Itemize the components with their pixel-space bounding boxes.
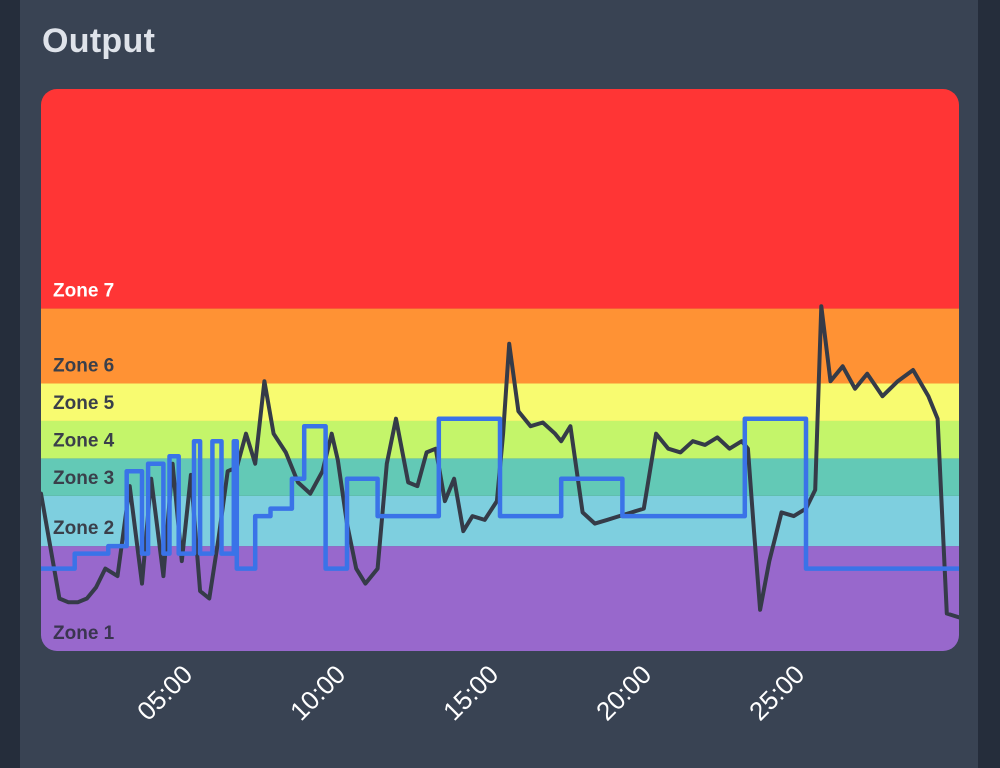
zone-7-band (41, 89, 959, 309)
zone-5-band (41, 383, 959, 421)
zone-4-label: Zone 4 (53, 430, 115, 451)
zone-6-band (41, 308, 959, 384)
raw-output-line (41, 304, 959, 620)
zone-1-band (41, 546, 959, 651)
zone-1-label: Zone 1 (53, 623, 115, 644)
x-tick-label: 20:00 (590, 659, 657, 726)
zone-5-label: Zone 5 (53, 393, 115, 414)
x-tick-label: 25:00 (743, 659, 810, 726)
zone-3-label: Zone 3 (53, 468, 114, 489)
zone-2-label: Zone 2 (53, 518, 114, 539)
zone-6-label: Zone 6 (53, 355, 114, 376)
smoothed-output-line (41, 416, 959, 571)
x-tick-label: 15:00 (437, 659, 504, 726)
x-tick-label: 10:00 (284, 659, 351, 726)
zone-7-label: Zone 7 (53, 281, 114, 302)
page-title: Output (42, 22, 156, 60)
x-tick-label: 05:00 (131, 659, 198, 726)
